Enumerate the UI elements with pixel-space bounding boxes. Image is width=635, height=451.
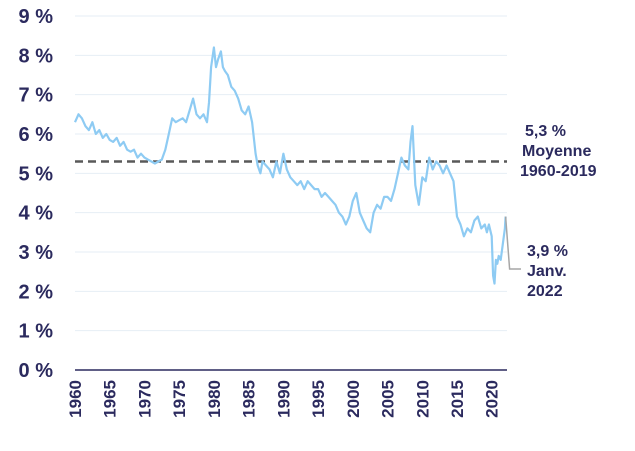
y-tick-label: 6 % [19,124,54,146]
x-tick-label: 1980 [205,380,224,418]
series-line [73,46,507,285]
y-tick-label: 7 % [19,85,54,107]
x-tick-label: 2000 [344,380,363,418]
grid-lines [75,15,507,332]
x-axis-ticks: 1960 1965 1970 1975 1980 1985 1990 1995 2000 2005… [66,380,502,418]
y-tick-label: 8 % [19,45,54,67]
annotation-average-period: 1960-2019 [520,163,597,180]
x-tick-label: 2020 [483,380,502,418]
x-tick-label: 2010 [413,380,432,418]
x-tick-label: 1990 [274,380,293,418]
y-tick-label: 9 % [19,6,54,28]
x-tick-label: 1985 [240,380,259,418]
y-axis-ticks: 0 % 1 % 2 % 3 % 4 % 5 % 6 % 7 % 8 % 9 % [19,6,54,382]
y-tick-label: 5 % [19,163,54,185]
annotation-average-value: 5,3 % [525,123,566,140]
annotation-latest-value: 3,9 % [527,243,568,260]
annotation-latest-year: 2022 [527,283,563,300]
y-tick-label: 4 % [19,203,54,225]
x-tick-label: 1970 [135,380,154,418]
x-tick-label: 1960 [66,380,85,418]
x-tick-label: 1975 [170,380,189,418]
x-tick-label: 2015 [448,380,467,418]
y-tick-label: 1 % [19,321,54,343]
annotation-latest-month: Janv. [527,263,567,280]
y-tick-label: 2 % [19,281,54,303]
annotation-average-label: Moyenne [522,143,591,160]
x-tick-label: 1965 [101,380,120,418]
y-tick-label: 0 % [19,360,54,382]
annotation-connector-line [504,216,521,270]
y-tick-label: 3 % [19,242,54,264]
x-tick-label: 2005 [379,380,398,418]
x-tick-label: 1995 [309,380,328,418]
